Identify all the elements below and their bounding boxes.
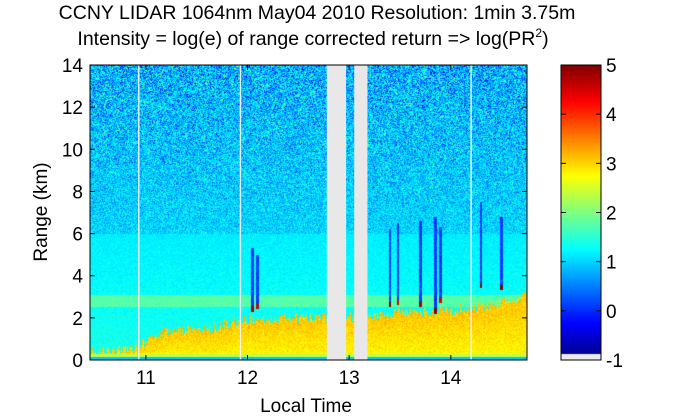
colorbar-tick-label: 4 bbox=[606, 105, 617, 126]
colorbar-tick-label: 2 bbox=[606, 204, 617, 225]
colorbar-tick-label: -1 bbox=[606, 351, 623, 372]
chart-title-line2-main: Intensity = log(e) of range corrected re… bbox=[77, 28, 535, 50]
colorbar-ticks: -1 0 1 2 3 4 5 bbox=[561, 56, 623, 372]
chart-title-line2: Intensity = log(e) of range corrected re… bbox=[77, 26, 548, 50]
y-tick-label: 10 bbox=[62, 140, 83, 161]
y-tick-label: 8 bbox=[72, 182, 83, 203]
colorbar-gradient bbox=[561, 65, 601, 360]
x-tick-label: 11 bbox=[136, 368, 156, 389]
chart-title-line2-suffix: ) bbox=[542, 28, 549, 50]
y-tick-label: 14 bbox=[62, 56, 84, 77]
colorbar-tick-label: 1 bbox=[606, 253, 617, 274]
data-gap-0 bbox=[326, 65, 347, 360]
chart-title-line1: CCNY LIDAR 1064nm May04 2010 Resolution:… bbox=[59, 2, 576, 24]
y-axis: 0 2 4 6 8 10 12 14 bbox=[62, 56, 527, 372]
colorbar-tick-label: 0 bbox=[606, 302, 617, 323]
x-tick-label: 13 bbox=[339, 368, 360, 389]
colorbar-tick-label: 5 bbox=[606, 56, 617, 77]
x-tick-label: 12 bbox=[237, 368, 258, 389]
x-axis-label: Local Time bbox=[260, 396, 352, 417]
x-tick-label: 14 bbox=[440, 368, 462, 389]
y-tick-label: 2 bbox=[72, 309, 83, 330]
colorbar: -1 0 1 2 3 4 5 bbox=[560, 56, 623, 372]
heatmap-image bbox=[90, 65, 527, 360]
y-tick-label: 12 bbox=[62, 98, 83, 119]
x-axis: 11 12 13 14 bbox=[136, 65, 462, 389]
colorbar-tick-label: 3 bbox=[606, 154, 617, 175]
y-axis-label: Range (km) bbox=[31, 162, 52, 261]
data-gaps bbox=[138, 65, 472, 360]
y-tick-label: 6 bbox=[72, 225, 83, 246]
chart-title-superscript: 2 bbox=[535, 26, 542, 40]
y-tick-label: 0 bbox=[72, 351, 83, 372]
plot-area bbox=[89, 64, 528, 361]
y-tick-label: 4 bbox=[72, 267, 83, 288]
plot-frame bbox=[89, 64, 528, 361]
data-gap-1 bbox=[354, 65, 368, 360]
